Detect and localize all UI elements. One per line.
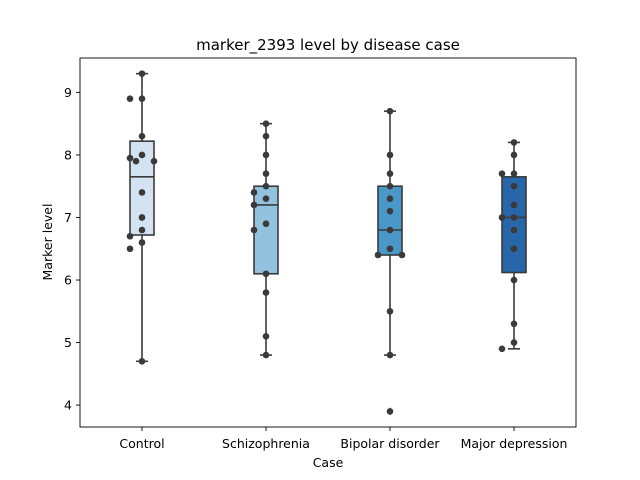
data-point <box>126 245 134 253</box>
data-point <box>386 195 394 203</box>
x-tick-label: Bipolar disorder <box>340 436 440 451</box>
box-iqr <box>377 185 403 256</box>
y-tick-label: 5 <box>64 335 72 350</box>
y-axis-label: Marker level <box>40 204 55 281</box>
data-point <box>138 239 146 246</box>
data-point <box>498 214 506 221</box>
data-point <box>138 70 146 77</box>
data-point <box>510 320 518 328</box>
data-point <box>510 245 518 253</box>
y-tick-label: 9 <box>64 85 72 100</box>
data-point <box>386 107 394 115</box>
box-iqr <box>501 176 527 274</box>
data-point <box>250 189 258 196</box>
data-point <box>510 151 518 159</box>
data-point <box>510 139 518 146</box>
data-point <box>262 120 270 127</box>
data-point <box>138 95 146 102</box>
data-point <box>398 251 406 259</box>
data-point <box>386 182 394 190</box>
data-point <box>498 170 506 178</box>
data-point <box>138 132 146 140</box>
data-point <box>262 220 270 228</box>
data-point <box>386 408 394 415</box>
data-point <box>510 276 518 284</box>
data-point <box>386 226 394 234</box>
x-tick-label: Major depression <box>461 436 568 451</box>
data-point <box>510 214 518 221</box>
x-tick-label: Control <box>119 436 164 451</box>
data-point <box>262 351 270 359</box>
data-point <box>138 214 146 221</box>
data-point <box>262 289 270 296</box>
chart-title: marker_2393 level by disease case <box>196 36 460 55</box>
swarm-points <box>498 139 518 353</box>
data-point <box>510 201 518 209</box>
data-point <box>138 189 146 196</box>
box-group <box>501 141 527 350</box>
plot-area <box>126 70 527 416</box>
x-axis-label: Case <box>313 455 344 470</box>
data-point <box>510 182 518 190</box>
data-point <box>386 307 394 315</box>
data-point <box>138 358 146 365</box>
data-point <box>250 201 258 209</box>
x-tick-label: Schizophrenia <box>222 436 310 451</box>
data-point <box>262 132 270 140</box>
data-point <box>262 170 270 178</box>
data-point <box>386 151 394 159</box>
x-axis: Control Schizophrenia Bipolar disorder Majo… <box>119 427 567 451</box>
data-point <box>132 157 140 165</box>
data-point <box>262 182 270 190</box>
y-tick-label: 7 <box>64 210 72 225</box>
y-tick-label: 4 <box>64 398 72 413</box>
box-group <box>253 122 279 356</box>
data-point <box>250 226 258 234</box>
data-point <box>386 245 394 253</box>
data-point <box>386 351 394 359</box>
y-tick-label: 8 <box>64 147 72 162</box>
swarm-points <box>250 120 270 359</box>
data-point <box>262 151 270 159</box>
data-point <box>510 339 518 346</box>
data-point <box>126 232 134 240</box>
data-point <box>510 170 518 178</box>
y-axis: 4 5 6 7 8 9 <box>64 85 80 413</box>
data-point <box>510 226 518 234</box>
data-point <box>150 157 158 165</box>
data-point <box>126 95 134 102</box>
data-point <box>126 154 134 162</box>
data-point <box>138 151 146 159</box>
data-point <box>262 333 270 340</box>
data-point <box>386 207 394 215</box>
data-point <box>498 345 506 353</box>
data-point <box>374 251 382 259</box>
y-tick-label: 6 <box>64 273 72 288</box>
box-group <box>377 110 403 416</box>
plot-frame <box>79 57 577 428</box>
data-point <box>386 170 394 178</box>
data-point <box>262 195 270 203</box>
data-point <box>138 226 146 234</box>
swarm-points <box>374 107 406 415</box>
data-point <box>262 270 270 278</box>
swarm-points <box>126 70 158 365</box>
